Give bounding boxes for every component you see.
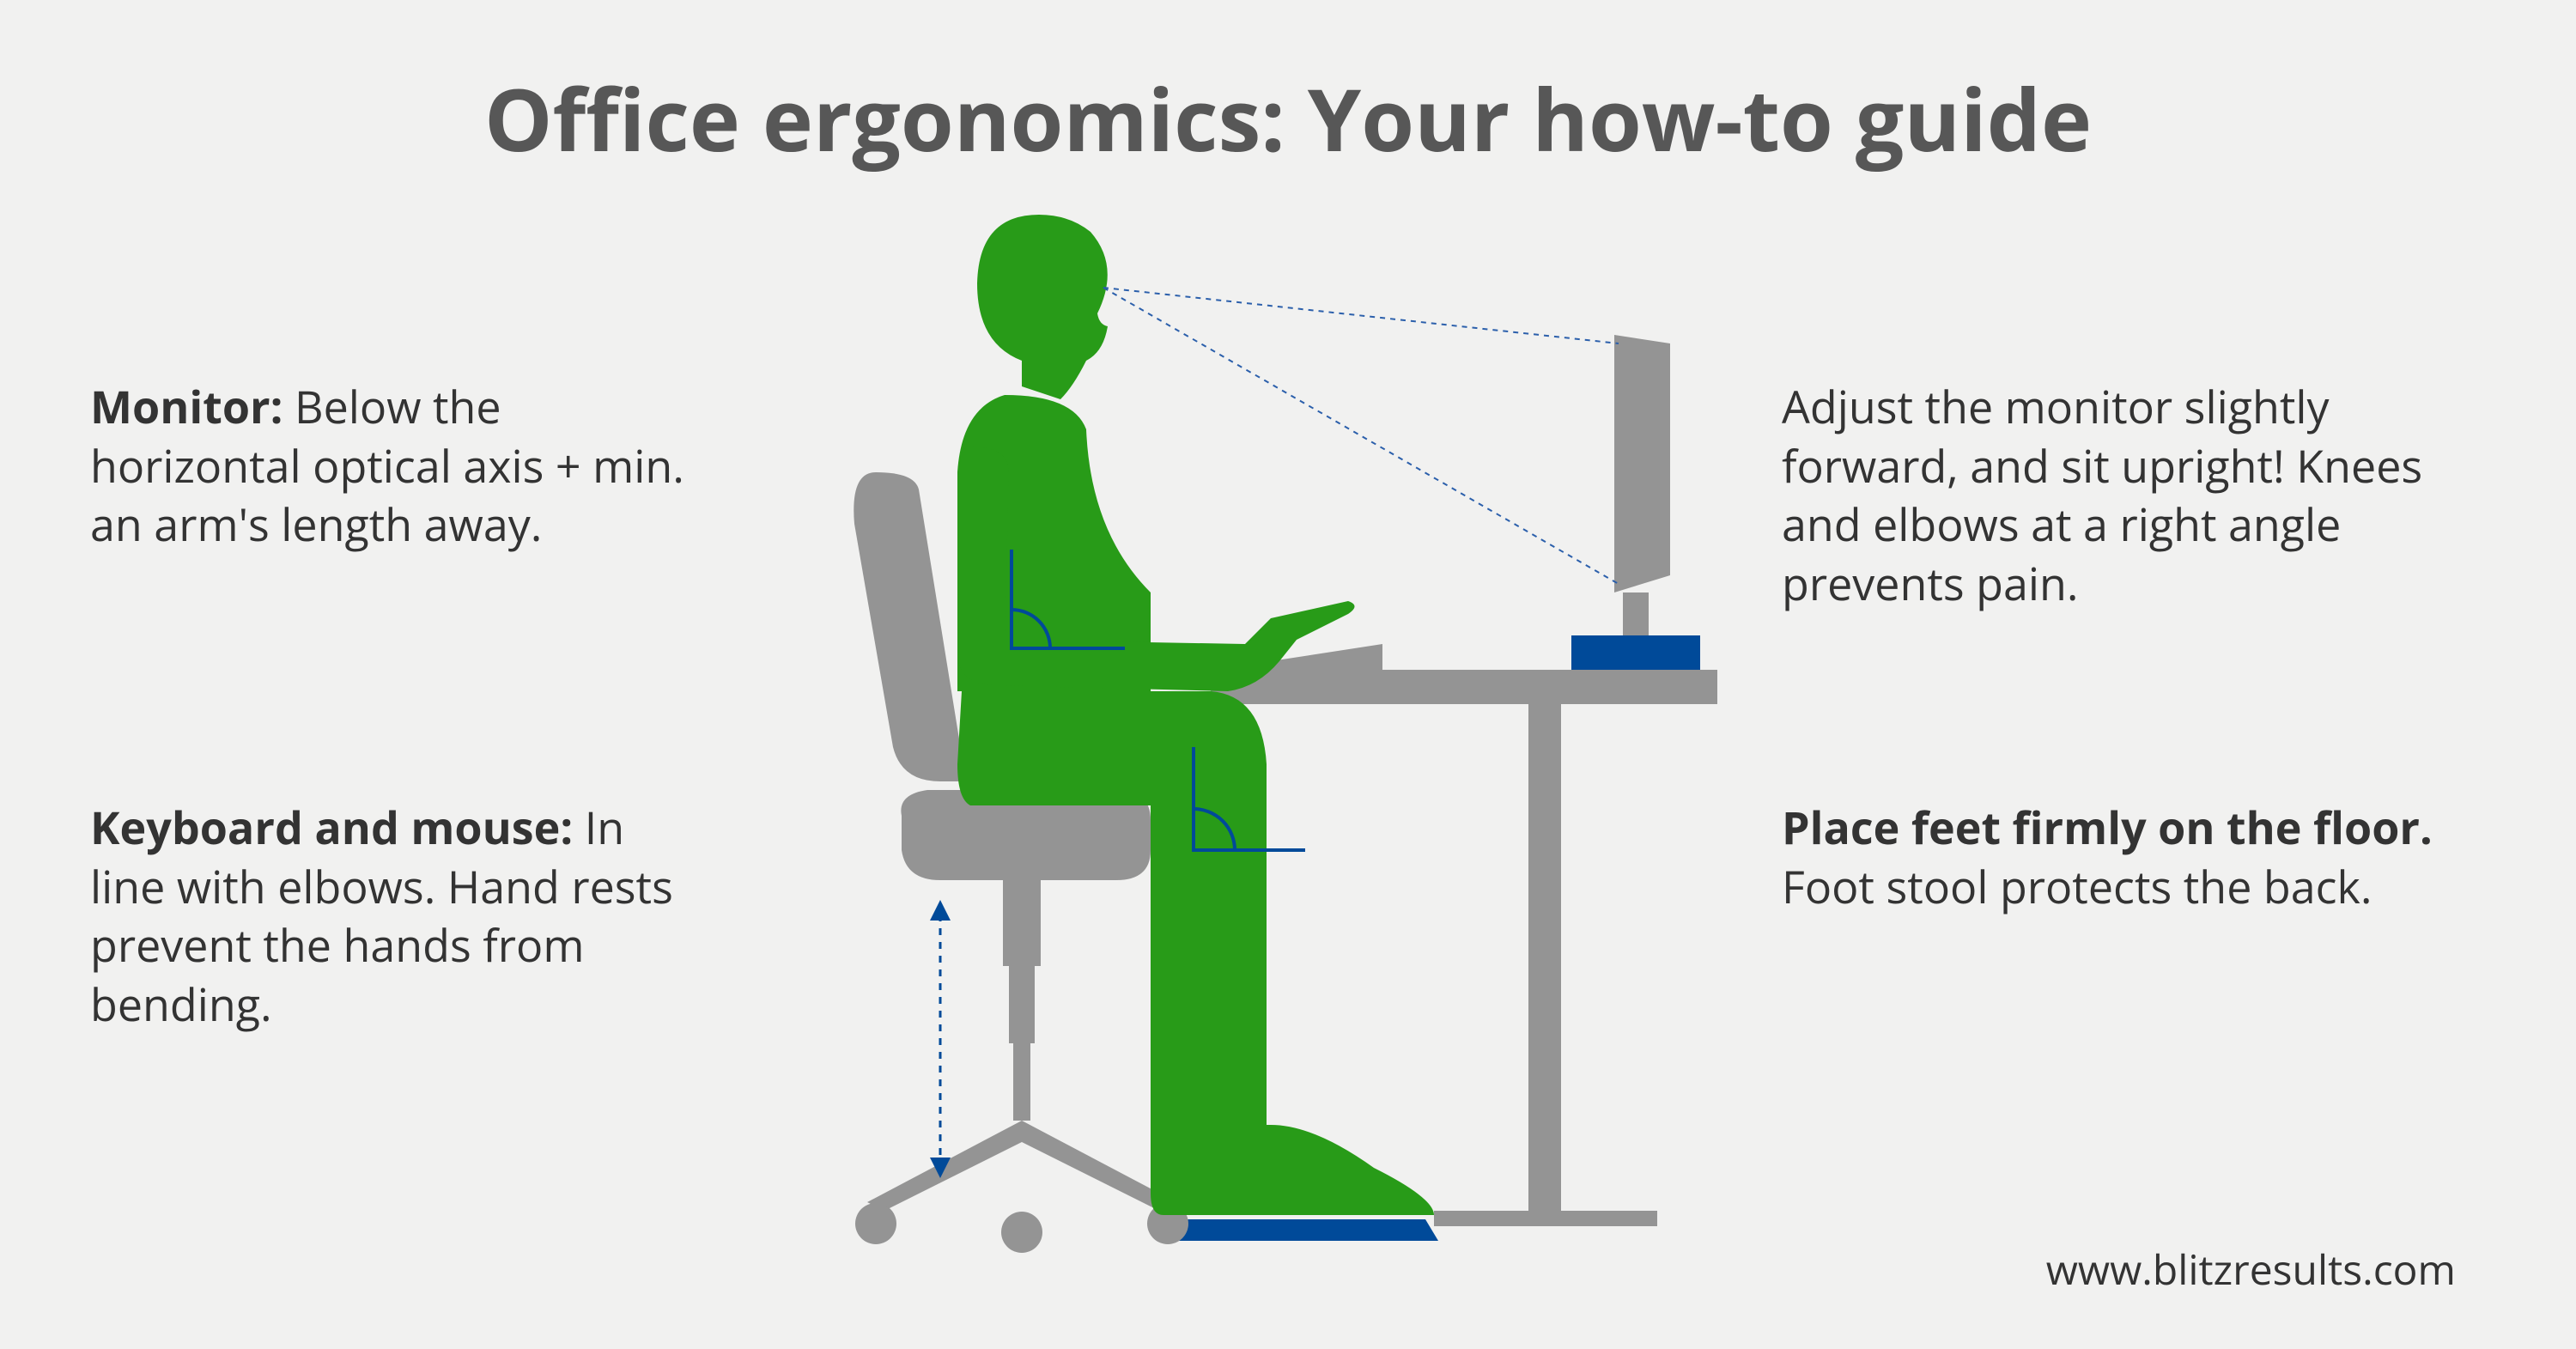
monitor-icon: [1571, 335, 1700, 670]
ergonomics-diagram: [747, 215, 1760, 1297]
tip-keyboard-label: Keyboard and mouse:: [90, 797, 573, 858]
page-title: Office ergonomics: Your how-to guide: [0, 60, 2576, 177]
tip-feet: Place feet firmly on the floor. Foot sto…: [1782, 799, 2451, 916]
footstool-icon: [1163, 1219, 1438, 1241]
footer-url: www.blitzresults.com: [2046, 1242, 2456, 1297]
height-arrow: [930, 900, 951, 1178]
sightline-lines: [1103, 288, 1619, 584]
tip-monitor: Monitor: Below the horizontal optical ax…: [90, 378, 708, 555]
tip-feet-label: Place feet firmly on the floor.: [1782, 797, 2433, 858]
tip-feet-text: Foot stool protects the back.: [1782, 856, 2372, 917]
tip-keyboard: Keyboard and mouse: In line with elbows.…: [90, 799, 708, 1035]
tip-monitor-label: Monitor:: [90, 376, 283, 437]
tip-adjust-text: Adjust the monitor slightly forward, and…: [1782, 376, 2422, 614]
tip-adjust: Adjust the monitor slightly forward, and…: [1782, 378, 2451, 614]
